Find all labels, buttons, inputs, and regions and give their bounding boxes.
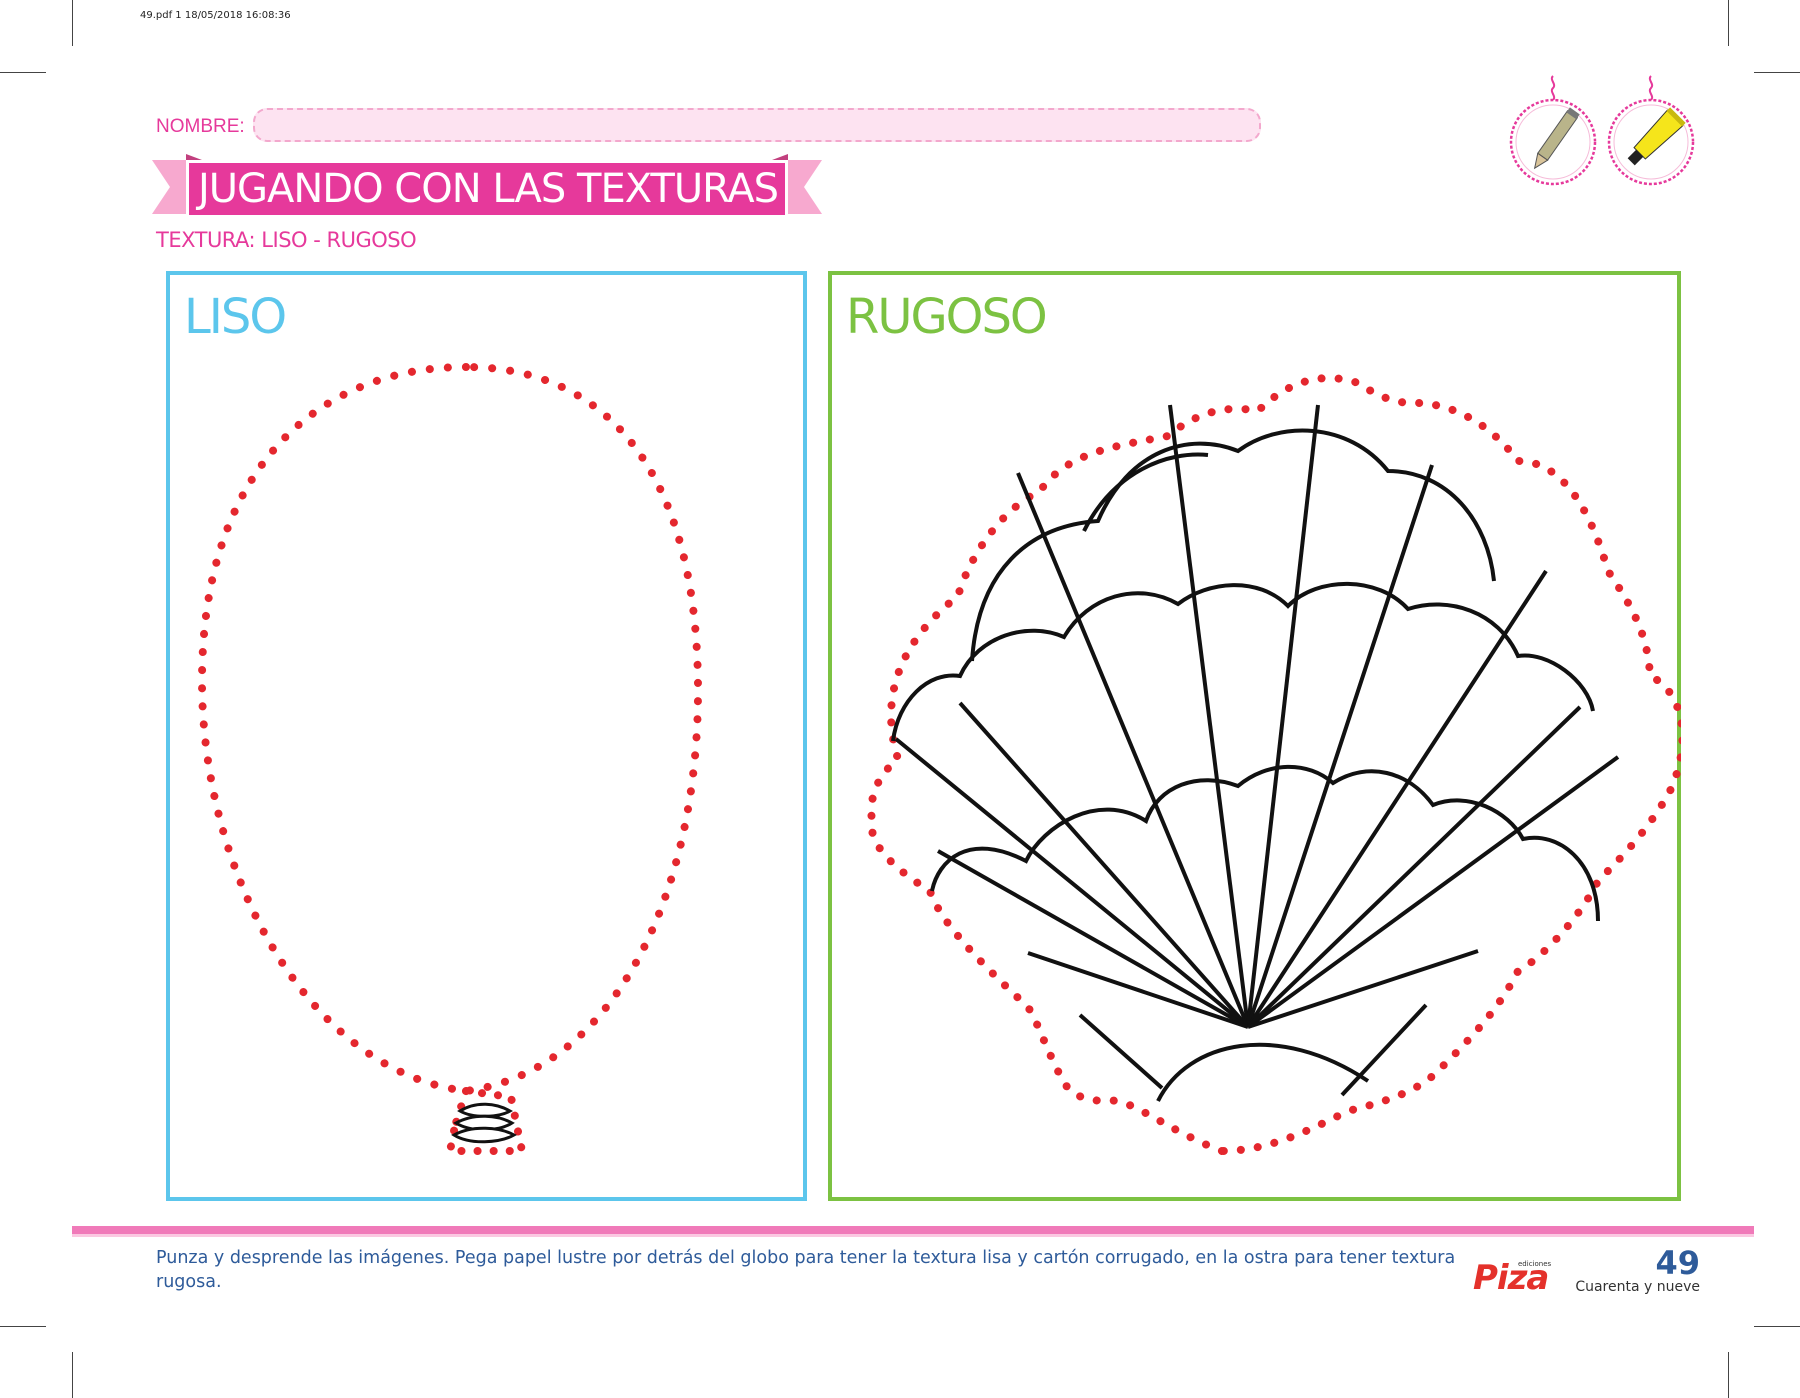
title-ribbon <box>152 154 822 218</box>
shell-outline <box>867 374 1681 1156</box>
brand-subtitle: ediciones <box>1518 1260 1552 1268</box>
crop-mark <box>1754 1326 1800 1327</box>
crop-mark <box>1754 72 1800 73</box>
balloon-outline <box>197 362 703 1155</box>
crop-mark <box>72 0 73 46</box>
rugoso-panel: RUGOSO <box>828 271 1681 1201</box>
crop-mark <box>0 1326 46 1327</box>
instructions: Punza y desprende las imágenes. Pega pap… <box>156 1248 1456 1292</box>
footer-divider-shadow <box>72 1234 1754 1237</box>
name-label: NOMBRE: <box>156 116 245 137</box>
print-header: 49.pdf 1 18/05/2018 16:08:36 <box>140 10 291 21</box>
crop-mark <box>0 72 46 73</box>
rugoso-title: RUGOSO <box>846 289 1048 345</box>
name-field[interactable] <box>253 108 1261 142</box>
brand-logo: Piza <box>1473 1258 1549 1298</box>
liso-panel: LISO <box>166 271 807 1201</box>
page-title: JUGANDO CON LAS TEXTURAS <box>197 166 779 212</box>
crop-mark <box>1728 1352 1729 1398</box>
glue-tube-icon <box>1607 75 1695 186</box>
crop-mark <box>1728 0 1729 46</box>
liso-title: LISO <box>184 289 287 345</box>
page-number: 49 <box>1655 1244 1700 1282</box>
footer-divider <box>72 1226 1754 1234</box>
subtitle: TEXTURA: LISO - RUGOSO <box>156 228 417 252</box>
crop-mark <box>72 1352 73 1398</box>
page-number-words: Cuarenta y nueve <box>1575 1279 1700 1295</box>
pencil-icon <box>1509 75 1597 186</box>
